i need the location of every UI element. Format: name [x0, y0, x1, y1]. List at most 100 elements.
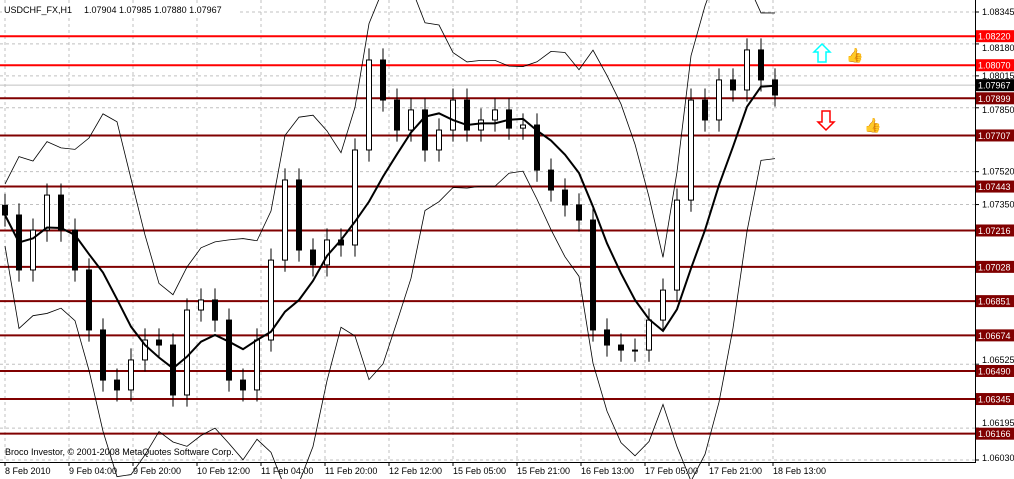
- level-label-box: [976, 92, 1014, 105]
- candle-body: [758, 49, 764, 81]
- candle-body: [282, 179, 288, 261]
- time-tick-label: 11 Feb 20:00: [325, 466, 377, 476]
- candle-body: [688, 99, 694, 201]
- candle-body: [660, 289, 666, 321]
- chart-header-background: [2, 3, 237, 16]
- price-tick-label: 1.06030: [982, 453, 1014, 463]
- candle-body: [744, 49, 750, 91]
- level-price-label: 1.08070: [978, 61, 1011, 71]
- candle-body: [562, 189, 568, 206]
- candle-body: [730, 79, 736, 91]
- candle-body: [618, 344, 624, 351]
- candle-body: [674, 199, 680, 291]
- candle-body: [646, 319, 652, 351]
- candle-body: [156, 339, 162, 346]
- lower-band: [4, 158, 776, 479]
- candle-body: [30, 229, 36, 271]
- candle-body: [492, 109, 498, 121]
- horizontal-levels: [0, 35, 976, 435]
- candle-body: [716, 79, 722, 121]
- signals: 👍 👍: [812, 42, 881, 134]
- candle-body: [436, 129, 442, 151]
- time-tick-label: 16 Feb 13:00: [581, 466, 634, 476]
- level-label-box: [976, 260, 1014, 273]
- candle-body: [534, 124, 540, 171]
- candle-body: [296, 179, 302, 251]
- candle-body: [184, 309, 190, 396]
- level-price-label: 1.06490: [978, 366, 1011, 376]
- candle-body: [268, 259, 274, 341]
- candle-body: [226, 319, 232, 381]
- candle-body: [366, 59, 372, 151]
- chart-header: USDCHF_FX,H1: [4, 5, 72, 15]
- candle-body: [72, 229, 78, 271]
- candle-body: [198, 299, 204, 311]
- candle-body: [352, 149, 358, 246]
- price-tick-label: 1.06525: [982, 355, 1014, 365]
- time-tick-label: 18 Feb 13:00: [773, 466, 826, 476]
- copyright-footer: Broco Investor, © 2001-2008 MetaQuotes S…: [5, 447, 234, 457]
- level-label-box: [976, 329, 1014, 342]
- candle-body: [590, 219, 596, 331]
- time-tick-label: 9 Feb 20:00: [133, 466, 181, 476]
- time-tick-label: 17 Feb 05:00: [645, 466, 698, 476]
- level-price-label: 1.06674: [978, 331, 1011, 341]
- candle-body: [254, 339, 260, 391]
- level-price-label: 1.06345: [978, 395, 1011, 405]
- candle-body: [142, 339, 148, 361]
- candle-body: [380, 59, 386, 101]
- chart-ohlc: 1.07904 1.07985 1.07880 1.07967: [84, 5, 222, 15]
- candle-body: [520, 124, 526, 129]
- price-tick-label: 1.08180: [982, 43, 1014, 53]
- price-tick-label: 1.08015: [982, 71, 1014, 81]
- candle-body: [478, 119, 484, 131]
- level-label-box: [976, 180, 1014, 193]
- candle-body: [100, 329, 106, 381]
- down-arrow-icon: [816, 110, 836, 132]
- level-label-box: [976, 30, 1014, 43]
- price-axis: 1.08345 1.08180 1.08015 1.07850 1.07520 1.073…: [975, 7, 1014, 463]
- level-price-label: 1.06166: [978, 429, 1011, 439]
- candle-body: [548, 169, 554, 191]
- time-tick-label: 17 Feb 21:00: [709, 466, 762, 476]
- candle-body: [2, 204, 8, 216]
- level-label-box: [976, 129, 1014, 142]
- time-tick-label: 12 Feb 12:00: [389, 466, 442, 476]
- current-price-label: 1.07967: [978, 81, 1011, 91]
- level-price-label: 1.07216: [978, 226, 1011, 236]
- candle-body: [576, 204, 582, 221]
- candle-body: [58, 194, 64, 231]
- time-tick-label: 11 Feb 04:00: [261, 466, 313, 476]
- time-tick-label: 10 Feb 12:00: [197, 466, 250, 476]
- candle-body: [702, 99, 708, 121]
- thumbs-up-icon: 👍: [864, 117, 881, 134]
- bollinger-bands: [4, 0, 776, 479]
- candle-body: [464, 99, 470, 131]
- candle-body: [114, 379, 120, 391]
- candle-body: [450, 99, 456, 131]
- thumbs-up-icon: 👍: [846, 47, 863, 64]
- level-price-label: 1.07028: [978, 262, 1011, 272]
- time-tick-label: 8 Feb 2010: [5, 466, 51, 476]
- level-label-box: [976, 427, 1014, 440]
- candle-body: [422, 109, 428, 151]
- level-label-box: [976, 295, 1014, 308]
- candle-body: [86, 269, 92, 331]
- level-label-box: [976, 393, 1014, 406]
- candle-body: [394, 99, 400, 131]
- level-label-box: [976, 364, 1014, 377]
- level-price-label: 1.07899: [978, 94, 1011, 104]
- moving-average-line: [4, 84, 776, 370]
- price-tick-label: 1.08345: [982, 7, 1014, 17]
- candles: [2, 38, 778, 407]
- candle-body: [408, 109, 414, 131]
- candle-body: [604, 329, 610, 346]
- upper-band: [4, 0, 776, 296]
- moving-average: [4, 84, 776, 370]
- level-price-label: 1.08220: [978, 32, 1011, 42]
- time-axis: 8 Feb 2010 9 Feb 04:00 9 Feb 20:00 10 Feb 1…: [4, 462, 826, 476]
- candle-body: [128, 359, 134, 391]
- price-tick-label: 1.07850: [982, 105, 1014, 115]
- time-tick-label: 15 Feb 05:00: [453, 466, 506, 476]
